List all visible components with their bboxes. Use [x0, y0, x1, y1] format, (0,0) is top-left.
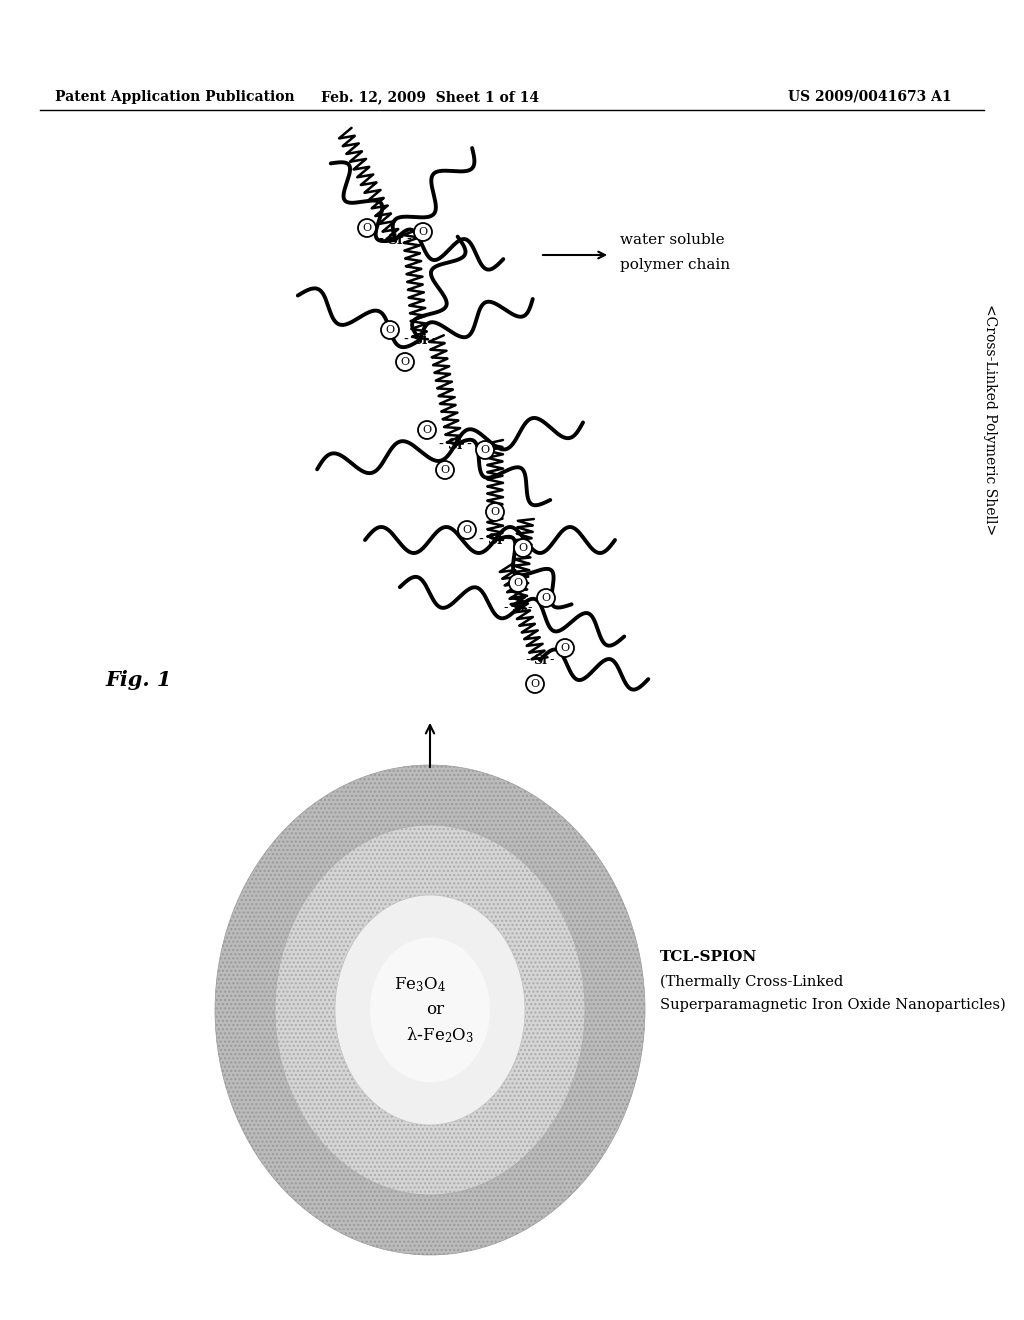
- Text: O: O: [362, 223, 372, 234]
- Circle shape: [486, 503, 504, 521]
- Text: -: -: [478, 533, 483, 546]
- Circle shape: [509, 574, 527, 591]
- Text: O: O: [400, 356, 410, 367]
- Circle shape: [476, 441, 494, 459]
- Text: Patent Application Publication: Patent Application Publication: [55, 90, 295, 104]
- Text: $\mathregular{\lambda\text{-}Fe_2O_3}$: $\mathregular{\lambda\text{-}Fe_2O_3}$: [406, 1026, 474, 1045]
- Text: -: -: [467, 438, 471, 451]
- Text: O: O: [385, 325, 394, 335]
- Text: Si: Si: [511, 602, 525, 615]
- Text: O: O: [530, 678, 540, 689]
- Text: polymer chain: polymer chain: [620, 257, 730, 272]
- Text: -: -: [504, 602, 508, 615]
- Text: US 2009/0041673 A1: US 2009/0041673 A1: [788, 90, 952, 104]
- Text: $\mathregular{Fe_3O_4}$: $\mathregular{Fe_3O_4}$: [394, 975, 446, 994]
- Text: Si: Si: [447, 438, 463, 451]
- Text: -: -: [507, 533, 511, 546]
- Text: -: -: [379, 234, 383, 247]
- Text: -: -: [525, 653, 530, 667]
- Circle shape: [514, 539, 532, 557]
- Text: O: O: [463, 525, 472, 535]
- Ellipse shape: [215, 766, 645, 1255]
- Ellipse shape: [275, 825, 585, 1195]
- Text: O: O: [440, 465, 450, 475]
- Circle shape: [414, 223, 432, 242]
- Text: Si: Si: [387, 234, 402, 247]
- Circle shape: [358, 219, 376, 238]
- Text: -: -: [403, 333, 409, 347]
- Circle shape: [458, 521, 476, 539]
- Text: -: -: [550, 653, 554, 667]
- Text: or: or: [426, 1002, 444, 1019]
- Text: Si: Si: [413, 333, 428, 347]
- Text: Fig. 1: Fig. 1: [105, 671, 171, 690]
- Text: O: O: [542, 593, 551, 603]
- Text: O: O: [490, 507, 500, 517]
- Text: O: O: [480, 445, 489, 455]
- Text: Si: Si: [487, 533, 503, 546]
- Text: O: O: [423, 425, 431, 436]
- Text: (Thermally Cross-Linked: (Thermally Cross-Linked: [660, 975, 843, 990]
- Text: water soluble: water soluble: [620, 234, 725, 247]
- Text: <Cross-Linked Polymeric Shell>: <Cross-Linked Polymeric Shell>: [983, 305, 997, 536]
- Text: O: O: [560, 643, 569, 653]
- Text: O: O: [513, 578, 522, 587]
- Text: TCL-SPION: TCL-SPION: [660, 950, 758, 964]
- Circle shape: [526, 675, 544, 693]
- Text: Superparamagnetic Iron Oxide Nanoparticles): Superparamagnetic Iron Oxide Nanoparticl…: [660, 998, 1006, 1012]
- Text: -: -: [527, 602, 532, 615]
- Circle shape: [381, 321, 399, 339]
- Ellipse shape: [370, 937, 490, 1082]
- Circle shape: [436, 461, 454, 479]
- Circle shape: [556, 639, 574, 657]
- Ellipse shape: [335, 895, 525, 1125]
- Text: -: -: [407, 234, 412, 247]
- Circle shape: [396, 352, 414, 371]
- Text: -: -: [431, 333, 436, 347]
- Text: O: O: [419, 227, 428, 238]
- Text: -: -: [438, 438, 443, 451]
- Text: Feb. 12, 2009  Sheet 1 of 14: Feb. 12, 2009 Sheet 1 of 14: [321, 90, 539, 104]
- Text: O: O: [518, 543, 527, 553]
- Circle shape: [537, 589, 555, 607]
- Circle shape: [418, 421, 436, 440]
- Text: Si: Si: [534, 653, 547, 667]
